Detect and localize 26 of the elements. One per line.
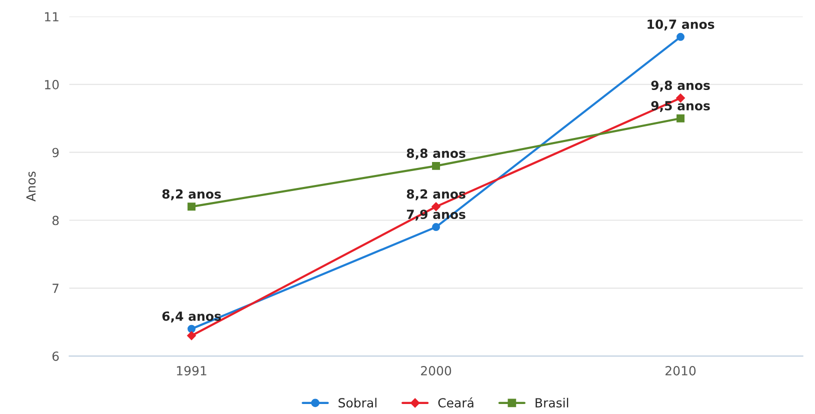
point bbox=[676, 94, 685, 102]
data-label: 8,2 anos bbox=[162, 189, 221, 200]
legend-label: Sobral bbox=[338, 398, 376, 408]
x-tick-label: 1991 bbox=[176, 366, 206, 376]
point bbox=[676, 114, 685, 122]
x-tick-label: 2000 bbox=[421, 366, 452, 376]
y-tick-label: 6 bbox=[52, 352, 59, 361]
y-tick-label: 11 bbox=[45, 12, 58, 22]
point bbox=[432, 162, 440, 170]
y-tick-label: 7 bbox=[52, 284, 58, 293]
data-label: 8,8 anos bbox=[406, 148, 466, 160]
point bbox=[187, 331, 196, 340]
point bbox=[188, 324, 196, 333]
y-tick-label: 8 bbox=[52, 216, 59, 226]
point bbox=[432, 223, 440, 232]
y-axis-title: Anos bbox=[26, 172, 36, 202]
legend-label: Ceará bbox=[438, 397, 474, 408]
legend-label: Brasil bbox=[536, 398, 568, 408]
point bbox=[432, 202, 440, 212]
data-label: 9,8 anos bbox=[651, 80, 710, 92]
point bbox=[188, 202, 196, 211]
x-tick-label: 2010 bbox=[666, 366, 696, 376]
y-tick-label: 9 bbox=[52, 148, 59, 158]
data-label: 10,7 anos bbox=[648, 19, 714, 31]
point bbox=[676, 32, 685, 41]
y-tick-label: 10 bbox=[45, 80, 59, 90]
